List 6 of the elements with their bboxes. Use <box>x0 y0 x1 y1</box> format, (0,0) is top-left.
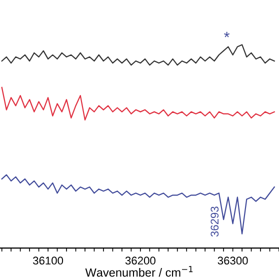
x-axis-title: Wavenumber / cm$^{−1}$ <box>85 266 193 277</box>
annotation: 36293 <box>210 206 219 237</box>
annotation: * <box>224 32 230 38</box>
x-tick-label: 36200 <box>125 256 156 265</box>
x-tick-label: 36300 <box>218 256 248 265</box>
x-tick-label: 36100 <box>33 256 64 265</box>
